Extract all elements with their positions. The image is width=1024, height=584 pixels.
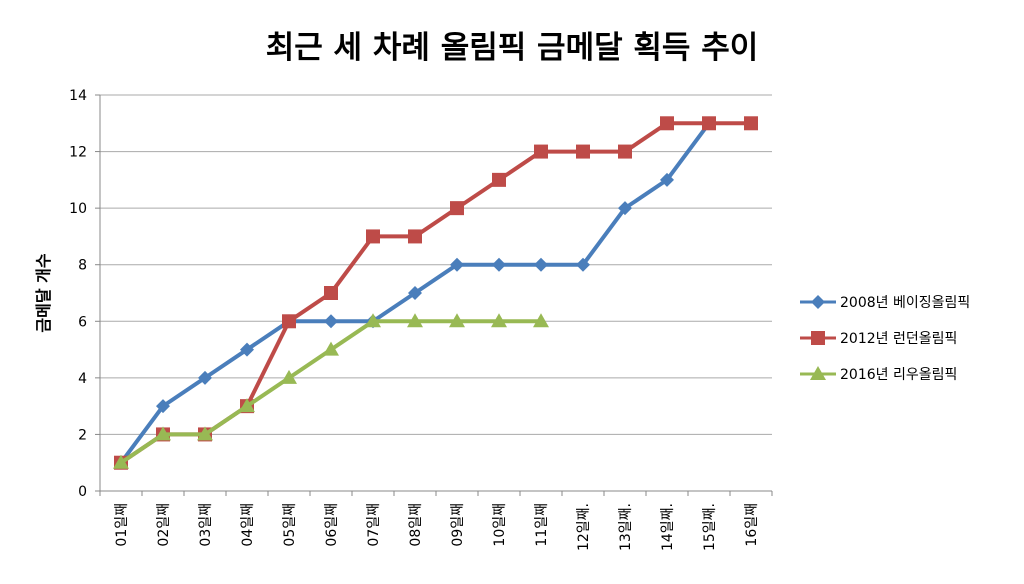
data-point [660,172,674,187]
y-tick-label: 0 [78,484,87,500]
x-tick-label: 03일째 [198,503,214,547]
x-tick-label: 07일째 [366,503,382,547]
data-point [366,229,380,244]
x-tick-label: 10일째 [492,503,508,547]
legend-label: 2008년 베이징올림픽 [840,295,971,311]
data-point [155,426,171,441]
y-tick-label: 10 [69,201,87,217]
y-tick-label: 14 [69,88,87,104]
x-tick-label: 16일째 [744,503,760,547]
y-tick-label: 6 [78,314,87,330]
data-point [449,313,465,328]
data-point [702,116,716,131]
x-tick-label: 13일째. [618,503,634,551]
y-tick-label: 4 [78,371,87,387]
x-tick-label: 04일째 [240,503,256,547]
data-point [324,314,338,329]
data-point [407,313,423,328]
legend-label: 2012년 런던올림픽 [840,331,958,347]
data-point [156,399,170,414]
y-tick-label: 8 [78,258,87,274]
chart-title: 최근 세 차례 올림픽 금메달 획득 추이 [265,30,759,66]
data-point [408,229,422,244]
x-tick-label: 11일째 [534,503,550,547]
legend-marker [800,295,836,309]
data-point [365,313,381,328]
x-tick-label: 12일째. [576,503,592,551]
data-point [744,116,758,131]
data-point [492,172,506,187]
y-tick-label: 2 [78,427,87,443]
data-point [240,342,254,357]
data-point [576,144,590,159]
data-point [324,286,338,300]
data-point [281,369,297,384]
legend-label: 2016년 리우올림픽 [840,367,958,383]
legend: 2008년 베이징올림픽 2012년 런던올림픽 2016년 리우올림픽 [800,284,970,392]
x-tick-label: 08일째 [408,503,424,547]
data-point [450,257,464,272]
legend-marker [800,366,836,380]
legend-item: 2016년 리우올림픽 [800,356,970,392]
x-tick-label: 09일째 [450,503,466,547]
data-point [323,341,339,356]
data-point [491,313,507,328]
data-point [660,116,674,131]
x-tick-label: 05일째 [282,503,298,547]
x-tick-label: 14일째. [660,503,676,551]
data-point [408,286,422,300]
data-point [533,313,549,328]
legend-symbol [810,366,826,380]
series-1 [114,116,716,470]
data-point [618,201,632,216]
y-tick-label: 12 [69,145,87,161]
data-point [534,144,548,159]
series-line [119,121,751,465]
data-point [618,144,632,159]
x-tick-label: 02일째 [156,503,172,547]
data-point [113,454,129,469]
data-point [239,398,255,413]
x-tick-label: 15일째. [702,503,718,551]
data-point [576,257,590,272]
data-point [197,426,213,441]
data-point [198,370,212,385]
series-2 [114,116,758,470]
data-point [534,257,548,272]
series-3 [113,313,549,469]
x-tick-label: 01일째 [114,503,130,547]
legend-item: 2012년 런던올림픽 [800,320,970,356]
legend-marker [800,331,836,345]
data-point [282,314,296,329]
legend-item: 2008년 베이징올림픽 [800,284,970,320]
data-point [450,201,464,216]
legend-symbol [811,295,825,309]
data-point [492,257,506,272]
x-tick-label: 06일째 [324,503,340,547]
legend-symbol [811,331,825,345]
